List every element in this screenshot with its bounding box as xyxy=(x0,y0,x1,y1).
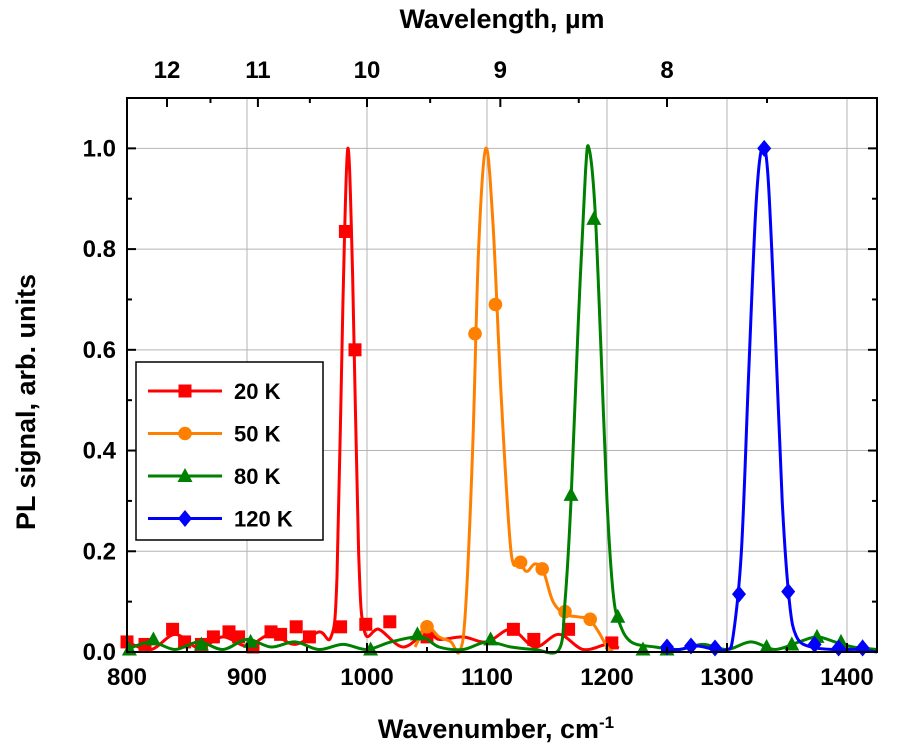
top-tick-label: 10 xyxy=(354,57,381,84)
x-tick-label: 800 xyxy=(107,664,147,691)
plot-frame xyxy=(126,97,878,653)
top-tick-label: 9 xyxy=(494,57,507,84)
data-point-20k xyxy=(334,620,348,634)
data-point-80k xyxy=(784,636,800,651)
legend-item-20k: 20 K xyxy=(148,379,281,404)
legend-marker-120k xyxy=(178,510,192,527)
data-point-20k xyxy=(562,622,576,636)
x-tick-label: 1100 xyxy=(461,664,513,691)
data-point-80k xyxy=(409,626,425,641)
data-point-50k xyxy=(513,555,528,570)
series-120k xyxy=(660,139,878,657)
data-point-50k xyxy=(488,297,503,312)
data-point-120k xyxy=(855,639,870,657)
x-tick-label: 900 xyxy=(227,664,267,691)
data-point-80k xyxy=(759,638,775,653)
legend-label-50k: 50 K xyxy=(234,422,281,447)
x-tick-label: 1000 xyxy=(340,664,393,691)
data-point-120k xyxy=(807,635,822,653)
y-axis-title: PL signal, arb. units xyxy=(11,274,41,530)
y-tick-label: 0.0 xyxy=(83,639,116,666)
legend-marker-50k xyxy=(178,426,192,441)
data-point-20k xyxy=(166,622,180,636)
data-point-50k xyxy=(583,612,597,627)
data-point-80k xyxy=(193,636,209,651)
data-point-80k xyxy=(586,210,602,225)
y-tick-label: 0.4 xyxy=(83,438,117,465)
data-point-20k xyxy=(359,617,373,631)
data-point-20k xyxy=(274,627,288,641)
legend-item-80k: 80 K xyxy=(148,464,281,489)
legend-label-20k: 20 K xyxy=(234,379,281,404)
data-point-80k xyxy=(610,608,626,623)
legend-item-120k: 120 K xyxy=(148,507,293,532)
top-tick-label: 11 xyxy=(245,57,270,84)
x-axis-title-superscript: -1 xyxy=(599,713,614,732)
data-point-120k xyxy=(781,583,796,601)
data-point-50k xyxy=(468,326,482,341)
x-axis-title-main: Wavenumber, cm xyxy=(378,714,599,744)
x-tick-label: 1400 xyxy=(820,664,873,691)
grid xyxy=(127,98,877,652)
x-tick-label: 1200 xyxy=(580,664,633,691)
data-point-120k xyxy=(684,637,698,655)
y-tick-label: 0.6 xyxy=(83,337,116,364)
data-point-50k xyxy=(535,562,549,576)
legend-item-50k: 50 K xyxy=(148,422,281,447)
x-tick-label: 1300 xyxy=(700,664,753,691)
series-line-120k xyxy=(660,144,878,654)
data-point-80k xyxy=(563,486,579,501)
data-point-20k xyxy=(383,615,397,629)
data-point-20k xyxy=(289,620,303,634)
top-tick-label: 12 xyxy=(154,57,181,84)
data-point-20k xyxy=(605,636,619,650)
data-point-120k xyxy=(732,585,746,603)
data-point-80k xyxy=(145,631,161,646)
data-point-20k xyxy=(206,630,220,644)
data-point-50k xyxy=(420,620,434,634)
data-point-20k xyxy=(338,224,352,238)
data-point-80k xyxy=(483,631,499,646)
legend-marker-80k xyxy=(177,468,193,482)
legend: 20 K 50 K 80 K 120 K xyxy=(135,361,324,541)
data-point-20k xyxy=(348,343,362,357)
data-point-20k xyxy=(527,632,541,646)
data-point-20k xyxy=(302,630,316,644)
legend-label-120k: 120 K xyxy=(234,507,293,532)
x-axis-title: Wavenumber, cm-1 xyxy=(378,713,614,744)
data-point-120k xyxy=(708,639,722,657)
y-tick-label: 1.0 xyxy=(83,135,116,162)
legend-marker-20k xyxy=(178,384,192,398)
data-point-120k xyxy=(757,139,772,157)
data-point-20k xyxy=(506,622,520,636)
legend-box xyxy=(135,361,324,541)
y-tick-label: 0.8 xyxy=(83,236,116,263)
axis-ticks: 800 900 1000 1100 1200 1300 1400 0.0 0.2 0.4 0.6 0.… xyxy=(83,57,877,691)
top-tick-label: 8 xyxy=(660,57,673,84)
top-axis-title: Wavelength, µm xyxy=(399,4,604,34)
y-tick-label: 0.2 xyxy=(83,538,116,565)
legend-label-80k: 80 K xyxy=(234,464,281,489)
